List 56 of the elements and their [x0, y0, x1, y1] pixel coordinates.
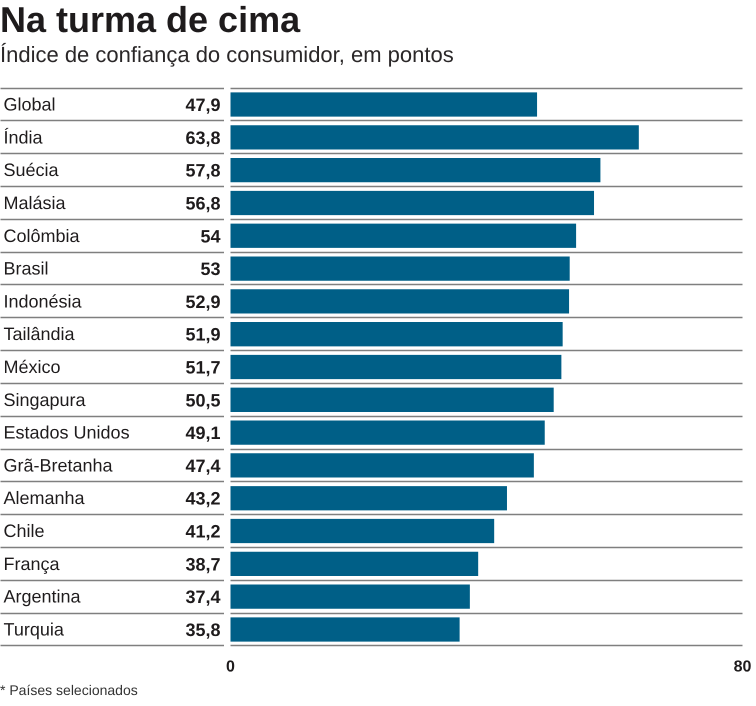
y-tick-label: Índia	[4, 127, 44, 148]
y-tick-label: Argentina	[4, 586, 82, 607]
bar	[230, 190, 594, 216]
bar	[230, 518, 494, 544]
y-tick-label: Malásia	[4, 192, 67, 213]
bar	[230, 289, 570, 314]
chart-subtitle: Índice de confiança do consumidor, em pontos	[0, 41, 454, 69]
data-label: 50,5	[185, 390, 221, 410]
y-tick-label: Chile	[4, 521, 45, 542]
bar	[230, 322, 563, 346]
y-tick-label: Global	[4, 94, 56, 115]
data-label: 49,1	[185, 423, 221, 444]
data-label: 37,4	[185, 587, 221, 608]
bar	[230, 125, 639, 150]
y-tick-label: Turquia	[4, 619, 65, 640]
y-tick-label: Colômbia	[4, 226, 81, 246]
y-tick-label: México	[4, 357, 61, 377]
x-tick-label: 80	[734, 658, 752, 676]
bar	[230, 158, 600, 182]
y-tick-label: Grã-Bretanha	[4, 455, 114, 476]
data-label: 56,8	[185, 193, 221, 214]
data-label: 52,9	[185, 292, 221, 312]
data-label: 47,4	[185, 456, 221, 476]
data-label: 41,2	[185, 522, 221, 542]
data-label: 47,9	[185, 95, 221, 116]
bar	[230, 354, 562, 380]
bar	[230, 420, 545, 445]
bar	[230, 92, 538, 117]
y-tick-label: Indonésia	[4, 291, 83, 312]
data-label: 35,8	[185, 620, 221, 640]
y-tick-label: Brasil	[4, 258, 49, 279]
data-label: 51,9	[185, 324, 221, 345]
y-tick-label: Alemanha	[4, 488, 86, 508]
data-label: 38,7	[185, 554, 221, 574]
y-tick-label: Suécia	[4, 160, 60, 180]
data-label: 54	[200, 226, 221, 246]
bar	[230, 453, 534, 478]
bar	[230, 486, 507, 510]
data-label: 53	[200, 259, 221, 280]
y-tick-label: Singapura	[4, 390, 87, 410]
bar	[230, 224, 576, 248]
x-tick-label: 0	[226, 658, 236, 676]
bar	[230, 617, 460, 642]
chart-title: Na turma de cima	[0, 0, 300, 40]
data-label: 57,8	[185, 160, 221, 181]
bar	[230, 584, 470, 609]
bar	[230, 552, 478, 576]
data-label: 63,8	[185, 128, 221, 148]
y-tick-label: Tailândia	[4, 324, 76, 344]
bar	[230, 388, 554, 412]
y-tick-label: França	[4, 554, 61, 574]
text: * Países selecionados	[0, 681, 138, 699]
data-label: 51,7	[185, 358, 221, 378]
y-tick-label: Estados Unidos	[4, 422, 130, 443]
bar	[230, 256, 570, 281]
data-label: 43,2	[185, 488, 221, 509]
